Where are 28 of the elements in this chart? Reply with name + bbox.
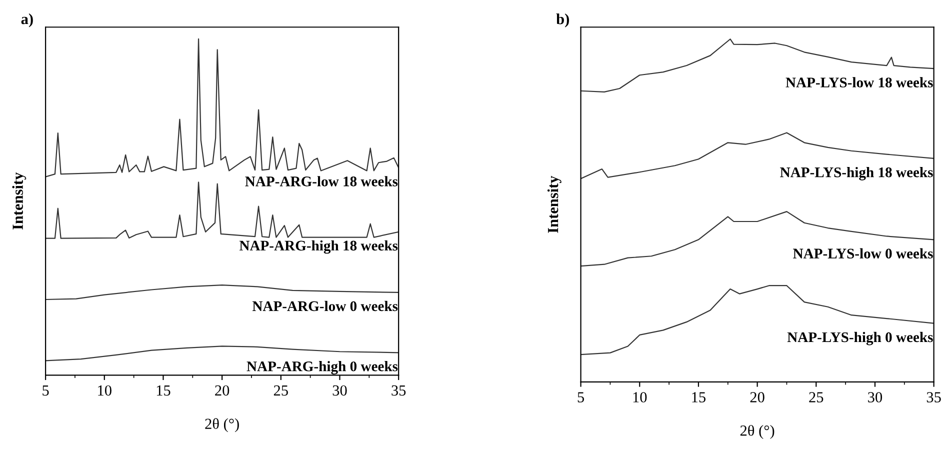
series-label: NAP-LYS-high 0 weeks [787,332,933,346]
chart-title: a) [21,13,33,28]
series-label: NAP-ARG-low 18 weeks [245,176,398,186]
x-axis-title: 2θ (°) [205,418,239,432]
x-tick-label: 15 [692,392,706,402]
x-tick-label: 25 [809,392,824,402]
x-tick-label: 30 [868,392,882,402]
series-label: NAP-LYS-low 0 weeks [793,248,933,259]
x-tick-label: 20 [215,385,230,396]
x-tick-label: 10 [98,385,112,396]
x-tick-label: 20 [750,392,764,402]
x-tick-label: 15 [156,385,170,396]
x-tick-label: 10 [633,392,647,402]
x-axis-title: 2θ (°) [740,424,774,439]
x-tick-label: 35 [926,392,941,402]
x-tick-label: 5 [42,385,49,396]
series-label: NAP-ARG-low 0 weeks [252,300,398,312]
x-tick-label: 30 [332,385,347,396]
x-tick-label: 5 [578,392,584,402]
y-axis-title: Intensity [12,172,26,230]
series-label: NAP-ARG-high 0 weeks [246,361,398,374]
series-label: NAP-LYS-high 18 weeks [780,166,933,180]
chart-title: b) [556,14,569,28]
y-axis-title: Intensity [547,176,562,233]
series-label: NAP-LYS-low 18 weeks [786,77,933,88]
series-label: NAP-ARG-high 18 weeks [239,240,398,254]
x-tick-label: 25 [274,385,288,396]
x-tick-label: 35 [392,385,406,396]
